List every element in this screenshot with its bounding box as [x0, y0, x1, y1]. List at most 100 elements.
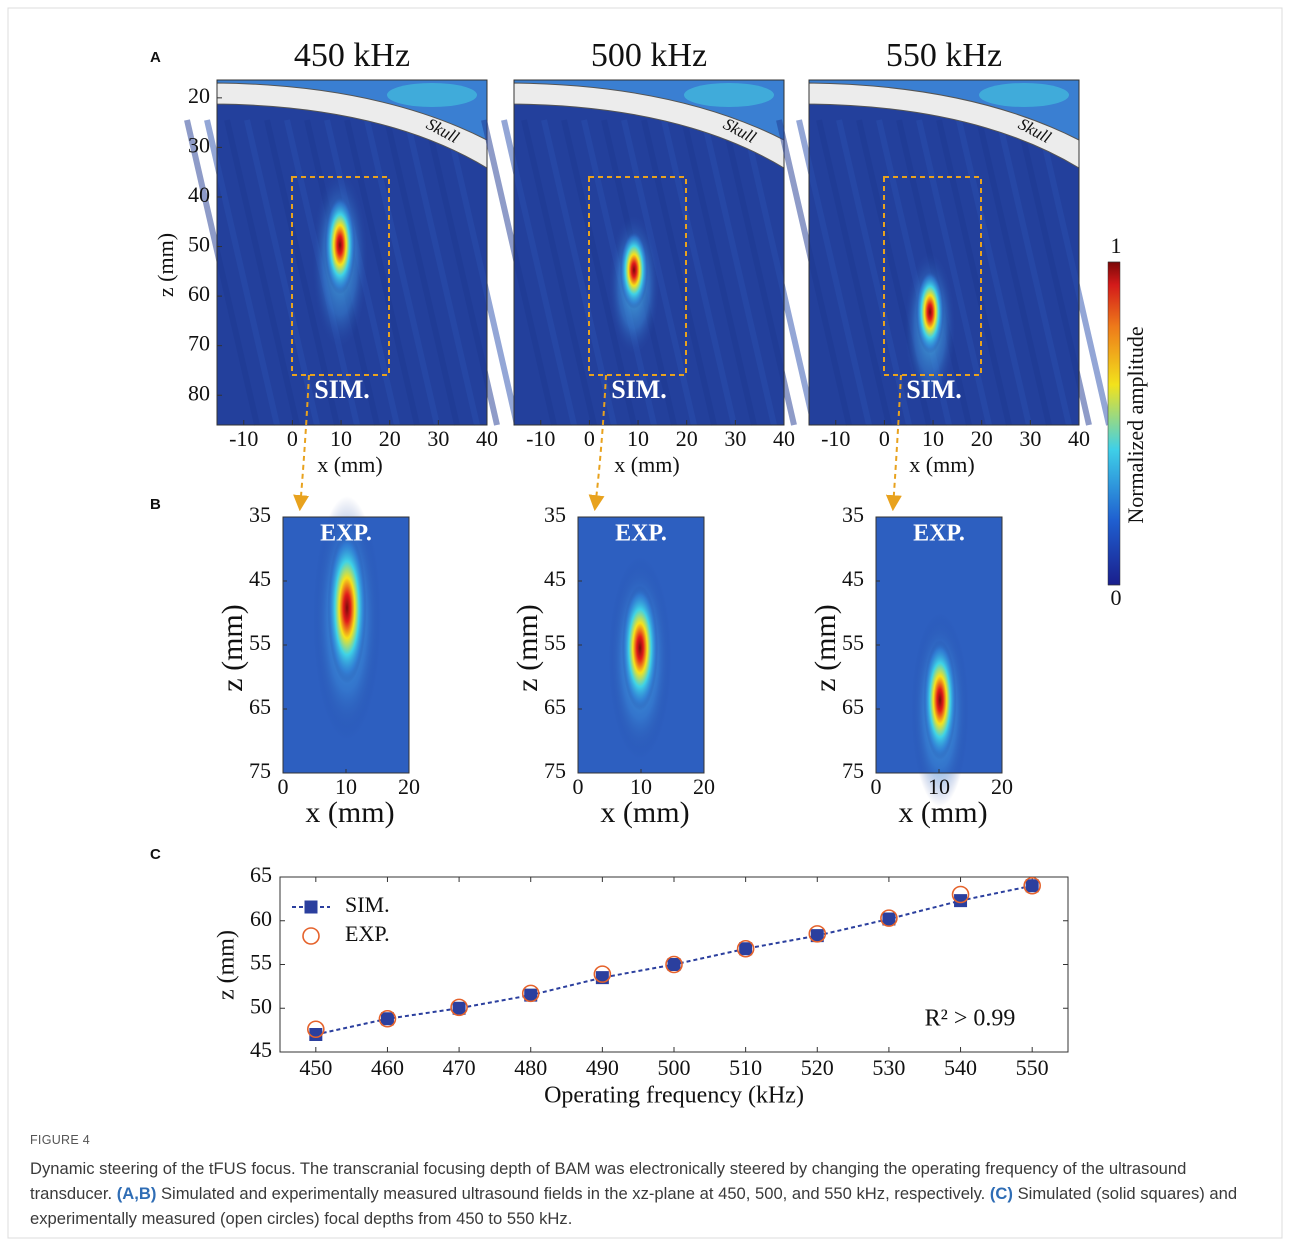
y-axis-label: z (mm) — [511, 604, 544, 691]
y-tick-label: 80 — [188, 380, 210, 405]
texture — [681, 119, 757, 426]
caption-segment: Simulated (solid squares) and experiment… — [30, 1184, 1238, 1228]
x-tick-label: 10 — [335, 774, 357, 799]
x-tick-label: 10 — [630, 774, 652, 799]
caption-text: Dynamic steering of the tFUS focus. The … — [30, 1156, 1262, 1231]
x-tick-label: 0 — [287, 426, 298, 451]
y-tick-label: 50 — [250, 993, 272, 1018]
marker-circle — [880, 909, 898, 927]
roi-box — [291, 176, 390, 376]
x-tick-label: 10 — [922, 426, 944, 451]
x-axis-label: x (mm) — [909, 452, 974, 477]
focus — [327, 532, 367, 684]
texture — [776, 119, 852, 426]
marker-circle — [521, 984, 540, 1003]
x-tick-label: 20 — [398, 774, 420, 799]
y-tick-label: 35 — [544, 502, 566, 527]
y-axis-label: z (mm) — [216, 604, 249, 691]
marker-square — [667, 958, 681, 971]
x-tick-label: 40 — [1068, 426, 1090, 451]
arrow — [293, 374, 310, 512]
texture — [404, 119, 480, 426]
y-tick-label: 55 — [249, 630, 271, 655]
caption: FIGURE 4 Dynamic steering of the tFUS foc… — [30, 1132, 1262, 1231]
x-tick-label: 540 — [944, 1055, 977, 1080]
x-tick-label: 30 — [724, 426, 746, 451]
x-tick-label: 20 — [991, 774, 1013, 799]
y-tick-label: 30 — [188, 132, 210, 157]
colorbar-tick-label: 1 — [1111, 233, 1122, 258]
y-tick-label: 20 — [188, 83, 210, 108]
marker-square — [452, 1001, 466, 1015]
panel-label: B — [150, 496, 161, 513]
roi-box — [588, 176, 687, 376]
texture — [661, 119, 737, 426]
panel-title: 550 kHz — [886, 37, 1002, 74]
speckle — [979, 83, 1069, 107]
y-tick-label: 45 — [544, 566, 566, 591]
y-tick-label: 75 — [249, 758, 271, 783]
x-axis-label: x (mm) — [305, 796, 394, 829]
sim-label: SIM. — [314, 375, 370, 404]
marker-square — [1025, 879, 1039, 893]
x-tick-label: 0 — [584, 426, 595, 451]
marker-square — [739, 942, 753, 956]
texture — [204, 119, 280, 426]
marker-square — [954, 894, 968, 908]
colorbar-tick-label: 0 — [1111, 585, 1122, 610]
marker-circle — [307, 1020, 325, 1039]
texture — [996, 119, 1072, 426]
texture — [816, 119, 892, 426]
texture — [741, 119, 817, 426]
arrow — [588, 374, 607, 512]
y-tick-label: 45 — [250, 1037, 272, 1062]
marker-circle — [1023, 876, 1041, 895]
texture — [641, 119, 717, 426]
texture — [501, 119, 577, 426]
x-axis-label: x (mm) — [614, 452, 679, 477]
legend-label: EXP. — [345, 921, 390, 946]
x-axis-label: x (mm) — [898, 796, 987, 829]
texture — [721, 119, 797, 426]
y-tick-label: 40 — [188, 182, 210, 207]
y-axis-label: z (mm) — [153, 233, 178, 297]
x-tick-label: 460 — [371, 1055, 404, 1080]
y-tick-label: 65 — [249, 694, 271, 719]
x-tick-label: 20 — [693, 774, 715, 799]
x-tick-label: 520 — [801, 1055, 834, 1080]
x-tick-label: 30 — [1019, 426, 1041, 451]
x-tick-label: -10 — [526, 426, 555, 451]
x-tick-label: 40 — [773, 426, 795, 451]
panel-reference: (A,B) — [116, 1184, 157, 1203]
panel-label: A — [150, 49, 161, 66]
x-tick-label: 550 — [1016, 1055, 1049, 1080]
panel-title: 450 kHz — [294, 37, 410, 74]
y-tick-label: 60 — [250, 906, 272, 931]
texture — [444, 119, 520, 426]
x-tick-label: 10 — [330, 426, 352, 451]
focus — [324, 195, 356, 295]
x-tick-label: -10 — [229, 426, 258, 451]
focus — [620, 231, 648, 309]
x-axis-label: x (mm) — [317, 452, 382, 477]
annotation: R² > 0.99 — [925, 1006, 1016, 1032]
marker-square — [882, 912, 896, 926]
caption-segment: Dynamic steering of the tFUS focus. The … — [30, 1159, 1187, 1203]
y-tick-label: 35 — [249, 502, 271, 527]
panel-reference: (C) — [989, 1184, 1013, 1203]
texture — [264, 119, 340, 426]
legend-marker — [304, 900, 318, 914]
y-tick-label: 65 — [250, 862, 272, 887]
exp-label: EXP. — [615, 521, 667, 547]
marker-circle — [593, 965, 612, 983]
caption-segment: Simulated and experimentally measured ul… — [156, 1184, 990, 1203]
speckle — [387, 83, 477, 107]
frame — [7, 7, 1283, 1239]
y-tick-label: 45 — [249, 566, 271, 591]
colorbar — [1107, 261, 1121, 586]
texture — [1036, 119, 1112, 426]
marker-square — [524, 988, 538, 1002]
panel-label: C — [150, 846, 161, 863]
